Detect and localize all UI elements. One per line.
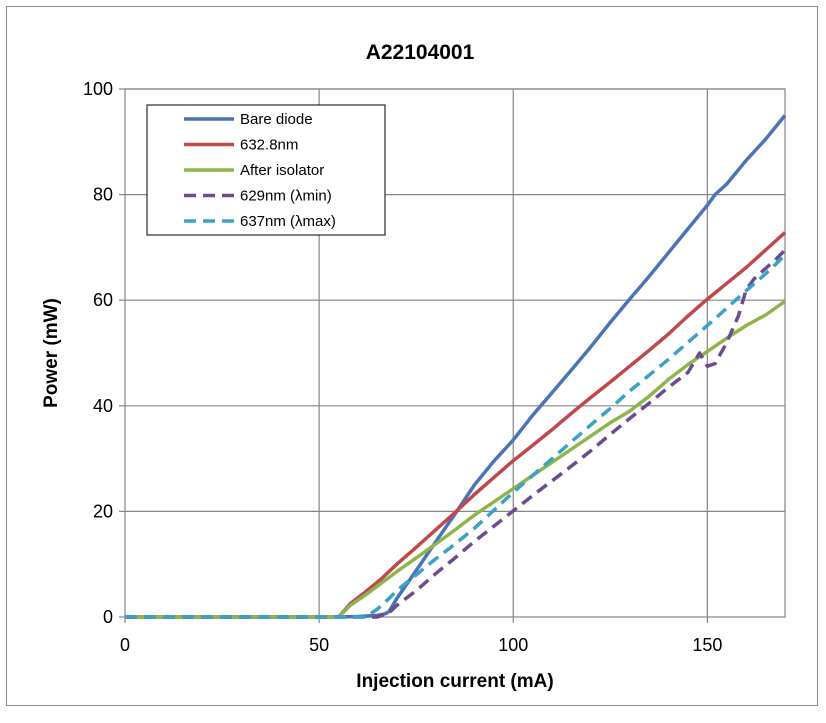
axis-ticks: 0 20 40 60 80 100 0 50 100 150 xyxy=(83,79,722,655)
chart-title: A22104001 xyxy=(366,41,475,64)
legend-label: 637nm (λmax) xyxy=(240,213,336,230)
legend-label: After isolator xyxy=(240,162,324,179)
y-tick-label: 40 xyxy=(93,396,113,416)
x-tick-label: 0 xyxy=(120,635,130,655)
x-axis-label: Injection current (mA) xyxy=(356,671,553,692)
y-tick-label: 80 xyxy=(93,185,113,205)
y-tick-label: 0 xyxy=(103,607,113,627)
x-tick-label: 50 xyxy=(309,635,329,655)
series-line-2 xyxy=(125,231,787,619)
series-lines xyxy=(125,114,787,619)
y-tick-label: 100 xyxy=(83,79,113,99)
series-line-4 xyxy=(125,248,787,619)
series-line-5 xyxy=(125,254,787,619)
x-tick-label: 150 xyxy=(692,635,722,655)
y-axis-label: Power (mW) xyxy=(41,298,62,408)
y-tick-label: 20 xyxy=(93,501,113,521)
legend-label: 632.8nm xyxy=(240,137,298,154)
plot-border xyxy=(124,88,786,618)
y-tick-label: 60 xyxy=(93,290,113,310)
legend: Bare diode 632.8nm After isolator 629nm (λm… xyxy=(146,104,386,236)
x-tick-label: 100 xyxy=(498,635,528,655)
series-line-1 xyxy=(125,114,787,619)
legend-label: Bare diode xyxy=(240,111,313,128)
legend-label: 629nm (λmin) xyxy=(240,188,332,205)
chart-frame: A22104001 0 20 40 60 80 100 0 50 100 150 Injectio… xyxy=(6,6,818,706)
chart-svg: A22104001 0 20 40 60 80 100 0 50 100 150 Injectio… xyxy=(41,41,787,692)
series-line-3 xyxy=(125,299,787,619)
